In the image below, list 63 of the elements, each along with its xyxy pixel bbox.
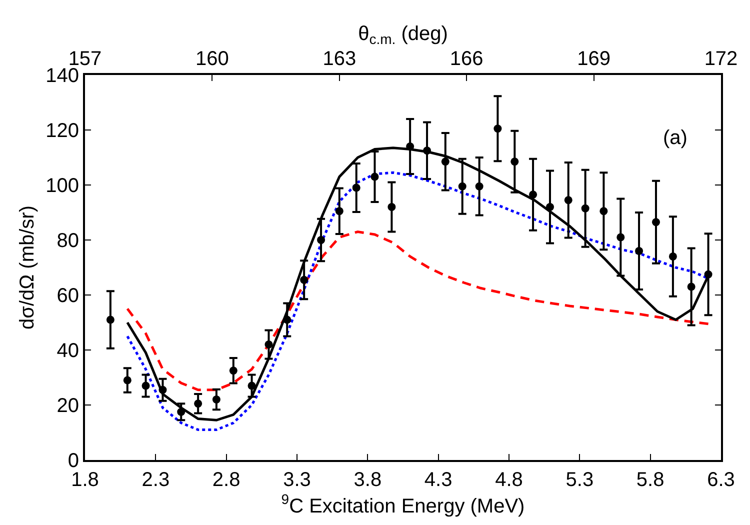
x2-tick-label: 160 (196, 48, 229, 70)
y-tick-label: 80 (56, 230, 79, 252)
point (564, 196, 572, 204)
point (370, 172, 379, 181)
x2-tick-label: 163 (322, 48, 356, 70)
point (635, 247, 644, 255)
point (668, 252, 677, 260)
point (441, 158, 450, 166)
line-series (126, 230, 710, 392)
y-tick-label: 20 (56, 395, 79, 417)
point (177, 408, 186, 416)
point (546, 203, 554, 211)
point (475, 182, 484, 190)
y-tick-label: 60 (56, 285, 79, 307)
point (510, 158, 519, 166)
point (423, 146, 432, 155)
x2-tick-label: 166 (450, 48, 484, 70)
point (317, 236, 326, 244)
y-tick-label: 100 (46, 175, 79, 197)
point (652, 218, 660, 226)
x-tick-label: 4.3 (424, 469, 452, 491)
x-tick-label: 2.3 (142, 469, 170, 491)
point (600, 207, 608, 216)
point (335, 207, 344, 216)
x-tick-label: 5.3 (566, 469, 594, 491)
y-tick-label: 140 (46, 65, 79, 87)
point (388, 203, 396, 211)
y-tick-label: 40 (56, 340, 79, 362)
point (142, 382, 150, 390)
x-tick-label: 1.8 (71, 469, 99, 491)
point (229, 366, 238, 375)
point (494, 124, 502, 133)
point (194, 400, 202, 408)
x2-axis-title: θ$_{c.m.}$ (deg) (358, 23, 448, 48)
point (212, 396, 220, 404)
point (581, 204, 590, 212)
annotation: (a) (663, 127, 688, 149)
point (106, 316, 114, 324)
x2-tick-label: 172 (704, 48, 738, 70)
x-tick-label: 5.8 (636, 469, 664, 491)
x2-tick-label: 169 (577, 48, 610, 70)
x-tick-label: 3.3 (283, 469, 311, 491)
y-tick-label: 0 (68, 450, 79, 472)
point (406, 142, 414, 150)
y-tick-label: 120 (46, 120, 79, 142)
point (123, 376, 132, 384)
x-tick-label: 6.3 (707, 469, 735, 491)
point (283, 316, 292, 324)
point (687, 282, 696, 291)
point (352, 184, 360, 192)
x-tick-label: 4.8 (495, 469, 523, 491)
point (264, 340, 273, 348)
point (458, 182, 466, 190)
point (158, 386, 167, 394)
x-axis-title: $^{9}$C Excitation Energy (MeV) (281, 491, 525, 518)
x-tick-label: 3.8 (354, 469, 382, 491)
point (529, 190, 538, 199)
x-tick-label: 2.8 (212, 469, 240, 491)
point (704, 270, 712, 278)
point (300, 276, 308, 284)
point (616, 233, 625, 242)
y-axis-title: dσ/dΩ (mb/sr) (16, 206, 39, 330)
point (248, 382, 256, 390)
